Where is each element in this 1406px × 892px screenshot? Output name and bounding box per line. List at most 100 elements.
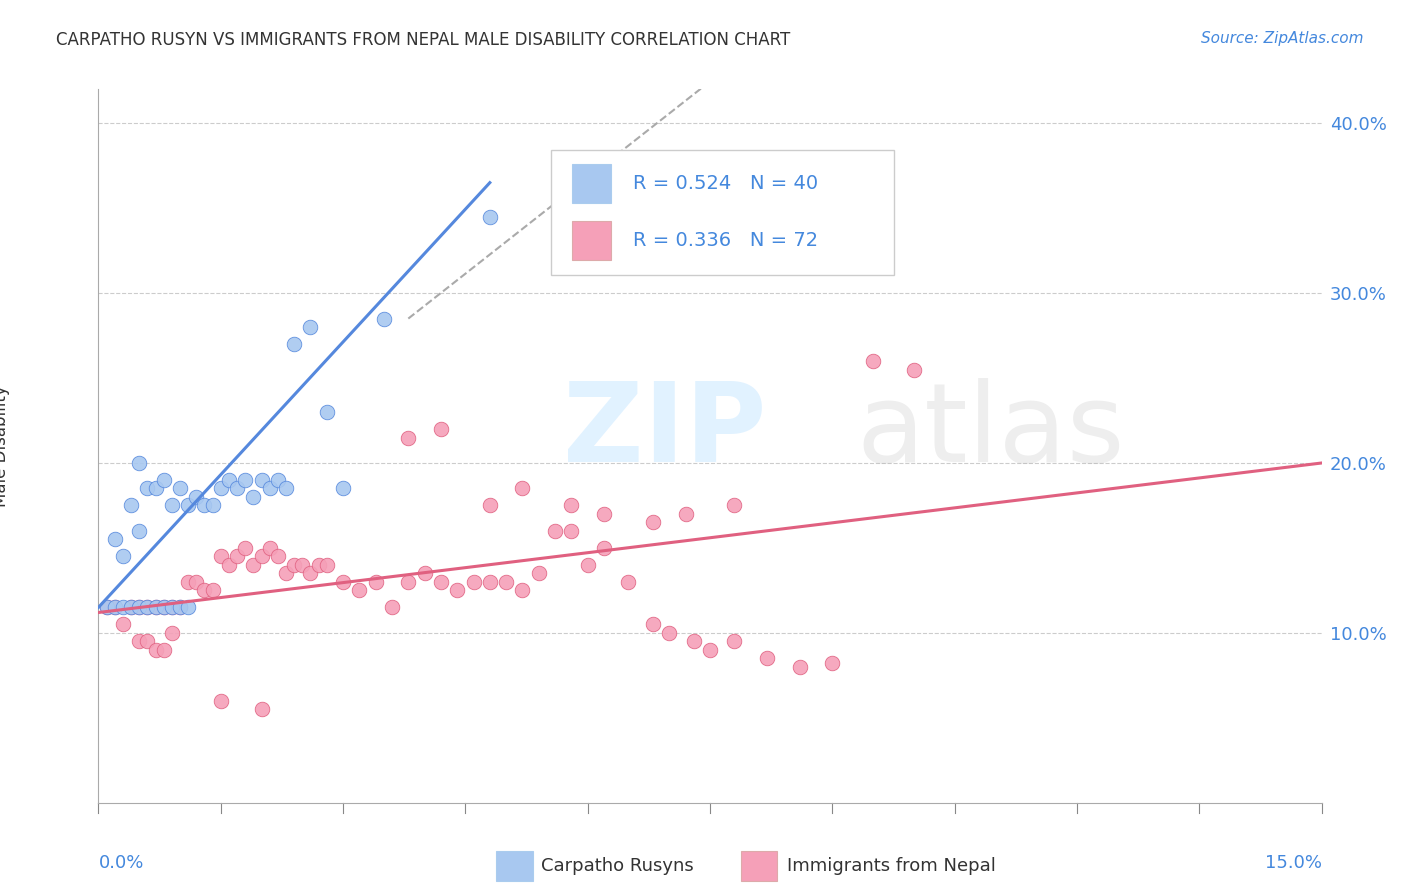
Point <box>120 600 142 615</box>
Point <box>903 362 925 376</box>
Point <box>641 516 664 530</box>
Point <box>495 574 517 589</box>
Point <box>226 482 249 496</box>
Point <box>544 524 567 538</box>
Point <box>233 541 256 555</box>
Point <box>145 600 167 615</box>
FancyBboxPatch shape <box>496 851 533 881</box>
Point <box>396 574 419 589</box>
Point <box>104 600 127 615</box>
Point <box>675 507 697 521</box>
Point <box>218 558 240 572</box>
Point <box>145 482 167 496</box>
Point <box>104 600 127 615</box>
Text: Immigrants from Nepal: Immigrants from Nepal <box>787 857 995 875</box>
Point <box>128 524 150 538</box>
Point <box>128 456 150 470</box>
Point <box>315 405 337 419</box>
Point <box>160 626 183 640</box>
Point <box>291 558 314 572</box>
Point <box>169 482 191 496</box>
Point <box>267 549 290 564</box>
Point <box>617 574 640 589</box>
Point <box>463 574 485 589</box>
Point <box>186 490 208 504</box>
Text: Male Disability: Male Disability <box>0 385 10 507</box>
Point <box>193 499 215 513</box>
Text: Source: ZipAtlas.com: Source: ZipAtlas.com <box>1201 31 1364 46</box>
Point <box>332 574 354 589</box>
Point <box>111 617 134 632</box>
Point <box>111 600 134 615</box>
Point <box>160 600 183 615</box>
Point <box>120 600 142 615</box>
Point <box>177 600 200 615</box>
Point <box>299 566 322 581</box>
Point <box>723 499 745 513</box>
Point <box>478 499 501 513</box>
Point <box>413 566 436 581</box>
Text: Carpatho Rusyns: Carpatho Rusyns <box>541 857 695 875</box>
Point <box>723 634 745 648</box>
Point <box>160 600 183 615</box>
Point <box>641 617 664 632</box>
Point <box>658 626 681 640</box>
Point <box>349 583 371 598</box>
Point <box>283 337 305 351</box>
Point <box>250 473 273 487</box>
Point <box>299 320 322 334</box>
Point <box>250 702 273 716</box>
Point <box>177 499 200 513</box>
Point <box>201 499 224 513</box>
Point <box>274 482 297 496</box>
Point <box>283 558 305 572</box>
Point <box>593 541 616 555</box>
Point <box>512 583 534 598</box>
Point <box>446 583 468 598</box>
Point <box>242 558 264 572</box>
Point <box>96 600 118 615</box>
Point <box>250 549 273 564</box>
Point <box>160 499 183 513</box>
Point <box>478 574 501 589</box>
Point <box>373 311 395 326</box>
Point <box>430 574 453 589</box>
Point <box>218 473 240 487</box>
Point <box>478 210 501 224</box>
Text: ZIP: ZIP <box>564 378 766 485</box>
Point <box>136 600 159 615</box>
Point <box>267 473 290 487</box>
Point <box>430 422 453 436</box>
Point <box>381 600 404 615</box>
Point <box>96 600 118 615</box>
Point <box>136 600 159 615</box>
Point <box>177 574 200 589</box>
Point <box>152 473 174 487</box>
Point <box>209 694 232 708</box>
Point <box>576 558 599 572</box>
Point <box>169 600 191 615</box>
Point <box>111 549 134 564</box>
FancyBboxPatch shape <box>572 164 612 203</box>
Point <box>128 600 150 615</box>
Point <box>233 473 256 487</box>
Point <box>186 574 208 589</box>
Text: R = 0.336   N = 72: R = 0.336 N = 72 <box>633 231 818 251</box>
Point <box>193 583 215 598</box>
Point <box>308 558 330 572</box>
Text: R = 0.524   N = 40: R = 0.524 N = 40 <box>633 174 818 194</box>
FancyBboxPatch shape <box>551 150 894 275</box>
Point <box>169 600 191 615</box>
Point <box>259 482 281 496</box>
Point <box>862 354 884 368</box>
Point <box>104 533 127 547</box>
Point <box>512 482 534 496</box>
Point <box>259 541 281 555</box>
Point <box>152 600 174 615</box>
Point <box>128 600 150 615</box>
Text: CARPATHO RUSYN VS IMMIGRANTS FROM NEPAL MALE DISABILITY CORRELATION CHART: CARPATHO RUSYN VS IMMIGRANTS FROM NEPAL … <box>56 31 790 49</box>
Point <box>128 634 150 648</box>
Point <box>145 600 167 615</box>
Point <box>527 566 550 581</box>
Point <box>145 643 167 657</box>
